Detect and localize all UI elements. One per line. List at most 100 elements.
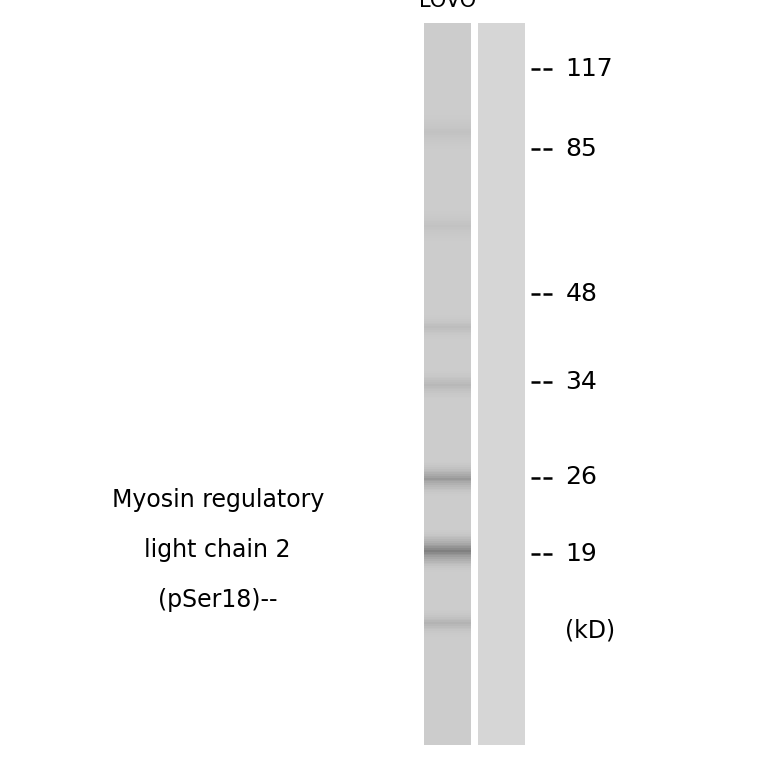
Bar [424,676,471,678]
Bar [424,570,471,571]
Bar [478,227,525,228]
Bar [478,66,525,68]
Bar [478,568,525,570]
Bar [424,338,471,341]
Bar [478,149,525,151]
Bar [424,115,471,117]
Bar [424,403,471,406]
Text: 19: 19 [565,542,597,566]
Bar [424,306,471,308]
Bar [478,671,525,672]
Bar [424,245,471,247]
Bar [478,555,525,557]
Bar [478,228,525,231]
Bar [424,96,471,97]
Bar [478,99,525,101]
Bar [478,483,525,485]
Bar [478,312,525,313]
Bar [424,37,471,39]
Bar [478,30,525,32]
Bar [424,507,471,509]
Bar [424,387,471,390]
Bar [478,696,525,698]
Bar [424,265,471,267]
Bar [478,597,525,599]
Bar [478,332,525,333]
Bar [424,700,471,701]
Bar [478,709,525,711]
Bar [424,198,471,200]
Bar [424,639,471,640]
Bar [478,436,525,438]
Bar [478,317,525,319]
Bar [478,348,525,350]
Bar [424,574,471,575]
Bar [478,469,525,471]
Bar [424,680,471,681]
Bar [478,109,525,112]
Bar [478,720,525,721]
Bar [478,418,525,420]
Bar [424,153,471,154]
Bar [424,500,471,501]
Bar [424,169,471,171]
Bar [424,740,471,741]
Bar [478,465,525,467]
Bar [424,223,471,225]
Bar [478,415,525,416]
Bar [478,730,525,732]
Bar [478,41,525,43]
Bar [424,496,471,497]
Bar [478,203,525,206]
Bar [478,413,525,415]
Bar [478,386,525,387]
Bar [478,509,525,510]
Bar [424,319,471,321]
Bar [424,101,471,102]
Bar [424,23,471,24]
Bar [478,640,525,642]
Bar [478,485,525,487]
Bar [424,151,471,153]
Bar [478,231,525,232]
Bar [424,112,471,113]
Bar [478,308,525,310]
Bar [424,138,471,141]
Bar [478,106,525,108]
Bar [478,84,525,86]
Bar [478,326,525,328]
Bar [424,377,471,378]
Bar [424,141,471,142]
Bar [424,691,471,692]
Bar [478,362,525,364]
Bar [478,667,525,669]
Bar [478,649,525,651]
Bar [478,655,525,656]
Bar [478,118,525,121]
Bar [478,126,525,128]
Bar [478,68,525,70]
Bar [478,559,525,561]
Bar [478,659,525,660]
Bar [424,182,471,183]
Bar [424,353,471,355]
Bar [478,361,525,362]
Bar [424,481,471,483]
Bar [424,89,471,92]
Bar [424,438,471,440]
Bar [424,393,471,395]
Bar [424,571,471,574]
Bar [478,384,525,386]
Bar [424,662,471,664]
Bar [424,308,471,310]
Bar [478,160,525,162]
Bar [424,27,471,28]
Bar [478,501,525,503]
Bar [424,228,471,231]
Bar [478,196,525,198]
Bar [424,251,471,252]
Bar [424,694,471,696]
Bar [424,24,471,27]
Bar [424,653,471,655]
Bar [424,649,471,651]
